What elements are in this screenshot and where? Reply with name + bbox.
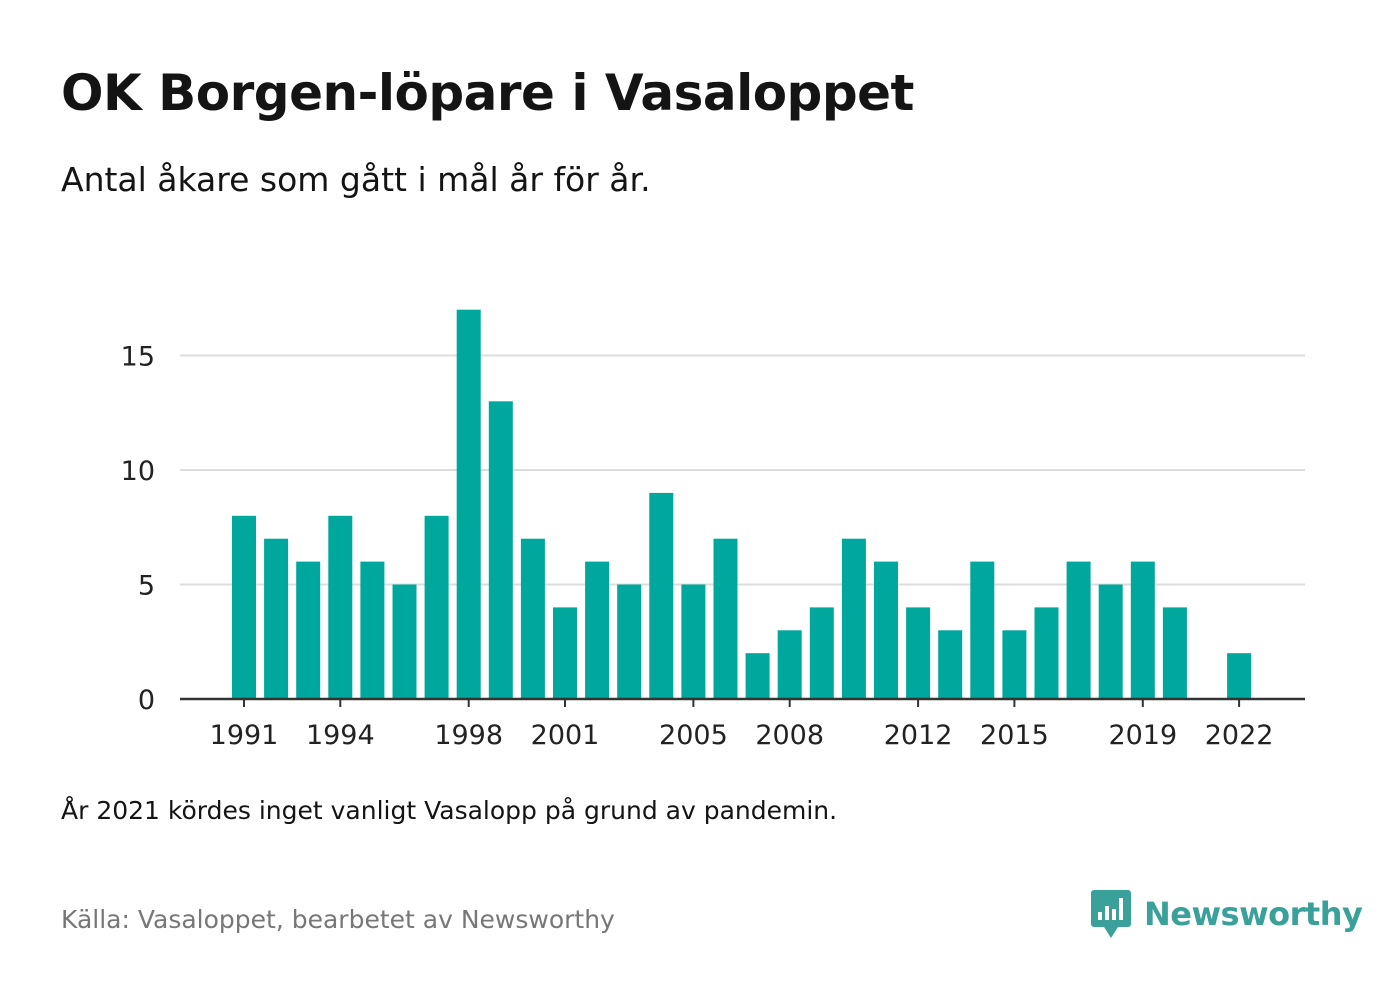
x-tick-label: 2008 bbox=[755, 720, 824, 751]
bar-2022 bbox=[1227, 653, 1252, 699]
bar-1994 bbox=[328, 515, 353, 699]
bar-1999 bbox=[488, 401, 513, 699]
bar-2016 bbox=[1034, 607, 1059, 699]
x-tick-label: 2012 bbox=[884, 720, 953, 751]
chart-title: OK Borgen-löpare i Vasaloppet bbox=[61, 64, 914, 122]
bar-2017 bbox=[1066, 561, 1091, 699]
bar-chart: 0 5 10 15 1991 1994 1998 2001 2005 2008 2012 2015 2… bbox=[121, 309, 1305, 751]
bar-2005 bbox=[681, 584, 706, 699]
x-tick-label: 1998 bbox=[434, 720, 503, 751]
bar-2009 bbox=[809, 607, 834, 699]
newsworthy-chat-chart-icon bbox=[1091, 890, 1131, 938]
x-tick-label: 2001 bbox=[531, 720, 600, 751]
bar-2020 bbox=[1162, 607, 1187, 699]
y-tick-label: 0 bbox=[138, 685, 155, 716]
chart-subtitle: Antal åkare som gått i mål år för år. bbox=[61, 160, 651, 199]
bar-1998 bbox=[456, 309, 481, 699]
bar-2012 bbox=[906, 607, 931, 699]
bars bbox=[232, 309, 1252, 699]
bar-2014 bbox=[970, 561, 995, 699]
x-axis-labels: 1991 1994 1998 2001 2005 2008 2012 2015 2019 2022 bbox=[210, 720, 1274, 751]
bar-2002 bbox=[585, 561, 610, 699]
bar-1993 bbox=[296, 561, 321, 699]
bar-2015 bbox=[1002, 630, 1027, 699]
x-tick-label: 1994 bbox=[306, 720, 375, 751]
x-tick-label: 1991 bbox=[210, 720, 279, 751]
bar-2003 bbox=[617, 584, 642, 699]
x-tick-label: 2019 bbox=[1108, 720, 1177, 751]
bar-2004 bbox=[649, 492, 674, 699]
x-tick-label: 2015 bbox=[980, 720, 1049, 751]
bar-2007 bbox=[745, 653, 770, 699]
bar-2019 bbox=[1130, 561, 1155, 699]
axes bbox=[180, 697, 1305, 707]
bar-2008 bbox=[777, 630, 802, 699]
x-tick-label: 2022 bbox=[1205, 720, 1274, 751]
bar-1996 bbox=[392, 584, 417, 699]
y-tick-label: 10 bbox=[121, 456, 155, 487]
chart-note: År 2021 kördes inget vanligt Vasalopp på… bbox=[61, 796, 838, 825]
x-tick-label: 2005 bbox=[659, 720, 728, 751]
bar-1992 bbox=[264, 538, 289, 699]
bar-2006 bbox=[713, 538, 738, 699]
bar-2010 bbox=[841, 538, 866, 699]
y-tick-label: 5 bbox=[138, 571, 155, 602]
y-axis-labels: 0 5 10 15 bbox=[121, 342, 155, 717]
bar-2001 bbox=[553, 607, 577, 699]
bar-2000 bbox=[520, 538, 545, 699]
brand-name: Newsworthy bbox=[1144, 895, 1363, 933]
bar-2018 bbox=[1098, 584, 1123, 699]
bar-2011 bbox=[874, 561, 898, 699]
y-tick-label: 15 bbox=[121, 342, 155, 373]
brand-logo[interactable]: Newsworthy bbox=[1090, 888, 1363, 940]
bar-1991 bbox=[232, 515, 256, 699]
bar-1995 bbox=[360, 561, 385, 699]
source-text: Källa: Vasaloppet, bearbetet av Newswort… bbox=[61, 905, 615, 934]
bar-2013 bbox=[938, 630, 963, 699]
bar-1997 bbox=[424, 515, 449, 699]
